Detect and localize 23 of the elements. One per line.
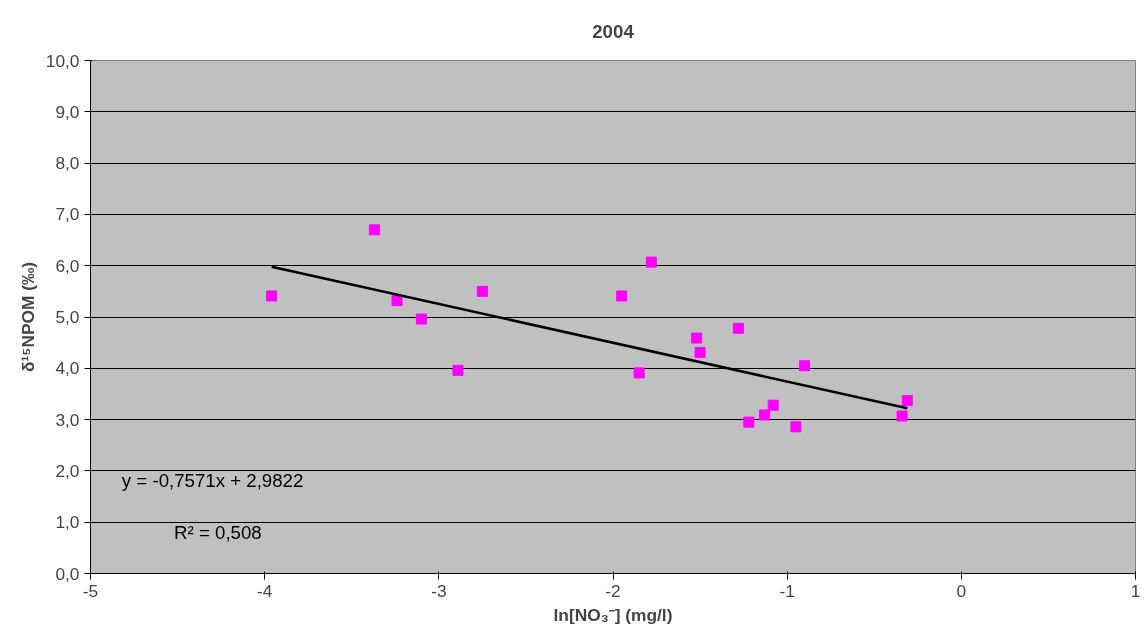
y-tick-label: 1,0 <box>55 512 80 533</box>
x-tick-label: -2 <box>605 580 621 601</box>
y-tick-label: 6,0 <box>55 255 80 276</box>
y-tick-label: 8,0 <box>55 153 80 174</box>
chart-title: 2004 <box>592 21 635 42</box>
y-axis-title: δ¹⁵NPOM (‰) <box>17 261 38 373</box>
x-tick-label: -1 <box>779 580 795 601</box>
y-tick-label: 10,0 <box>45 50 80 71</box>
y-tick-label: 9,0 <box>55 101 80 122</box>
y-tick-label: 2,0 <box>55 460 80 481</box>
x-tick-label: 0 <box>956 580 967 601</box>
x-tick-label: 1 <box>1130 580 1141 601</box>
y-tick-label: 3,0 <box>55 409 80 430</box>
x-tick-label: -5 <box>82 580 99 601</box>
x-tick-label: -4 <box>256 580 273 601</box>
x-tick-label: -3 <box>431 580 447 601</box>
annotation: R² = 0,508 <box>174 521 262 543</box>
y-tick-label: 0,0 <box>55 563 80 584</box>
y-tick-label: 4,0 <box>55 358 80 379</box>
annotation: y = -0,7571x + 2,9822 <box>121 470 304 492</box>
y-tick-label: 5,0 <box>55 307 80 327</box>
y-tick-label: 7,0 <box>55 204 80 225</box>
x-axis-title: ln[NO₃⁻] (mg/l) <box>553 604 673 625</box>
